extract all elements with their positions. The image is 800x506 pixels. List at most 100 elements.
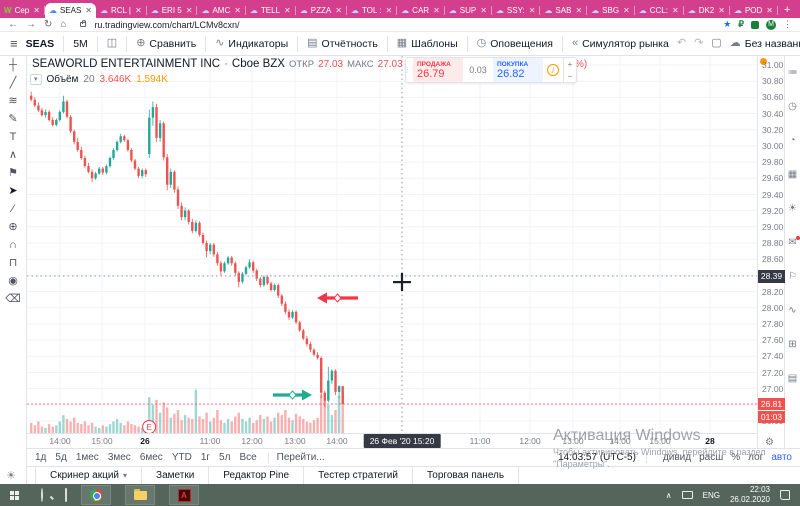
range-3мес[interactable]: 3мес (107, 452, 131, 463)
tab-close-icon[interactable]: ✕ (234, 6, 241, 15)
browser-tab-seas[interactable]: ☁ SEAS ✕ (44, 3, 96, 18)
sell-button[interactable]: ПРОДАЖА 26.79 (413, 58, 463, 82)
qty-plus-button[interactable]: + (567, 59, 573, 69)
remove-drawings-tool[interactable]: ⌫ (5, 293, 21, 305)
brush-tool[interactable]: ✎ (8, 113, 18, 125)
clock[interactable]: 14:03:57 (UTC-5) (558, 452, 636, 463)
text-tool[interactable]: T (9, 131, 17, 143)
hide-drawings-tool[interactable]: ◉ (8, 275, 18, 287)
watchlist-icon[interactable]: ≔ (787, 67, 798, 78)
forward-icon[interactable]: → (26, 18, 36, 30)
tab-close-icon[interactable]: ✕ (33, 6, 40, 15)
layout-name-button[interactable]: ☁Без названия▾ (729, 37, 800, 50)
trend-line-tool[interactable]: ╱ (9, 77, 17, 89)
volume-legend[interactable]: ▾ Объём 20 3.646K 1.594K (30, 74, 168, 85)
tab-close-icon[interactable]: ✕ (135, 6, 142, 15)
tab-close-icon[interactable]: ✕ (575, 6, 583, 15)
toggle-лог[interactable]: лог (748, 452, 764, 463)
tab-close-icon[interactable]: ✕ (335, 6, 342, 15)
browser-tab-sup[interactable]: ☁ SUP ✕ (445, 3, 491, 18)
url-text[interactable]: ru.tradingview.com/chart/LCMv8cxn/ (94, 19, 240, 30)
range-5д[interactable]: 5д (55, 452, 67, 463)
alerts-icon[interactable]: ◷ (788, 101, 797, 112)
ideas-icon[interactable]: ☀ (788, 203, 797, 214)
tab-close-icon[interactable]: ✕ (433, 6, 440, 15)
chart-plot-area[interactable]: E (27, 56, 757, 434)
home-icon[interactable]: ⌂ (60, 18, 67, 30)
chart-style-icon[interactable]: ◫ (106, 37, 118, 49)
browser-tab-ccl[interactable]: ☁ CCL: ✕ (635, 3, 683, 18)
extension2-icon[interactable] (751, 20, 759, 29)
start-button[interactable] (10, 490, 19, 500)
browser-tab-pzza[interactable]: ☁ PZZA ✕ (296, 3, 346, 18)
indicators-button[interactable]: ∿ Индикаторы (215, 37, 289, 50)
axis-settings-gear-icon[interactable]: ⚙ (765, 437, 774, 448)
tab-close-icon[interactable]: ✕ (766, 6, 773, 15)
lock-drawings-tool[interactable]: ⊓ (8, 257, 18, 269)
browser-tab-ssy[interactable]: ☁ SSY: ✕ (492, 3, 540, 18)
range-ytd[interactable]: YTD (171, 452, 192, 463)
tab-close-icon[interactable]: ✕ (284, 6, 291, 15)
bottom-tab-заметки[interactable]: Заметки (142, 467, 210, 484)
range-все[interactable]: Все (239, 452, 257, 463)
undo-icon[interactable]: ↶ (676, 37, 687, 49)
zoom-in-tool[interactable]: ⊕ (8, 221, 18, 233)
action-center-icon[interactable] (780, 490, 790, 500)
task-view-icon[interactable] (65, 487, 67, 502)
tab-close-icon[interactable]: ✕ (480, 6, 487, 15)
bottom-tab-тестер[interactable]: Тестер стратегий (304, 467, 413, 484)
notifications-icon[interactable]: ⚐ (788, 271, 797, 282)
avatar[interactable]: M (766, 19, 776, 30)
crosshair-tool[interactable]: ┼ (9, 59, 17, 71)
back-icon[interactable]: ← (8, 18, 18, 30)
order-panel-icon[interactable]: ∿ (788, 305, 797, 316)
compare-button[interactable]: ⊕ Сравнить (136, 37, 197, 50)
prediction-tool[interactable]: ⚑ (8, 167, 18, 179)
acrobat-taskbar-icon[interactable]: A (169, 485, 199, 505)
tab-close-icon[interactable]: ✕ (85, 6, 92, 15)
explorer-taskbar-icon[interactable] (125, 485, 155, 505)
browser-tab-eri5[interactable]: ☁ ERI 5 ✕ (147, 3, 197, 18)
tray-expand-icon[interactable]: ∧ (665, 490, 672, 500)
browser-tab-sbg[interactable]: ☁ SBG ✕ (587, 3, 634, 18)
bottom-tab-торговая[interactable]: Торговая панель (413, 467, 520, 484)
toggle-расш[interactable]: расш (699, 452, 724, 463)
alerts-button[interactable]: ◷ Оповещения (476, 37, 553, 50)
range-6мес[interactable]: 6мес (139, 452, 163, 463)
browser-menu-icon[interactable]: ⋮ (783, 19, 792, 29)
taskbar-clock[interactable]: 22:03 26.02.2020 (729, 485, 770, 504)
range-5л[interactable]: 5л (219, 452, 231, 463)
toggle-percent[interactable]: % (731, 452, 741, 463)
tab-close-icon[interactable]: ✕ (671, 6, 679, 15)
hamburger-icon[interactable]: ≡ (10, 36, 18, 51)
browser-tab-dk2[interactable]: ☁ DK2 ✕ (684, 3, 729, 18)
hint-bulb-icon[interactable]: ☀ (6, 470, 16, 482)
browser-tab-car[interactable]: ☁ CAR ✕ (397, 3, 444, 18)
qty-minus-button[interactable]: − (567, 71, 573, 81)
bottom-tab-редактор[interactable]: Редактор Pine (209, 467, 305, 484)
interval-button[interactable]: 5М (73, 37, 88, 50)
range-1мес[interactable]: 1мес (75, 452, 99, 463)
lock-icon[interactable] (80, 20, 87, 27)
language-indicator[interactable]: ENG (702, 490, 720, 500)
toggle-дивид[interactable]: дивид (662, 452, 692, 463)
browser-tab-сер[interactable]: W Сер ✕ (0, 3, 44, 18)
network-icon[interactable] (681, 491, 693, 499)
chat-icon[interactable]: ✉ (788, 236, 800, 248)
dom-panel-icon[interactable]: ⊞ (788, 339, 797, 350)
chrome-taskbar-icon[interactable] (81, 485, 111, 505)
bookmark-star-icon[interactable]: ★ (723, 19, 732, 29)
browser-tab-tell[interactable]: ☁ TELL ✕ (246, 3, 295, 18)
bottom-tab-скринер[interactable]: Скринер акций ▾ (35, 467, 143, 484)
measure-tool[interactable]: ∕ (12, 203, 14, 215)
browser-tab-amc[interactable]: ☁ AMC ✕ (197, 3, 244, 18)
chevron-down-icon[interactable]: ▾ (30, 74, 42, 85)
financials-button[interactable]: ▤ Отчётность (307, 37, 378, 50)
market-simulator-button[interactable]: «Симулятор рынка (571, 37, 669, 50)
fib-tool[interactable]: ≋ (8, 95, 18, 107)
calendar-icon[interactable]: ▦ (787, 169, 798, 180)
range-1д[interactable]: 1д (35, 452, 47, 463)
hotlists-icon[interactable]: ◔ (789, 135, 796, 146)
data-window-icon[interactable]: ▤ (787, 373, 798, 384)
browser-tab-tol[interactable]: ☁ TOL : ✕ (347, 3, 396, 18)
